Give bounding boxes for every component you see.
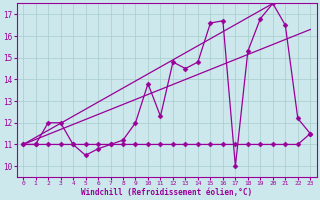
X-axis label: Windchill (Refroidissement éolien,°C): Windchill (Refroidissement éolien,°C) xyxy=(81,188,252,197)
